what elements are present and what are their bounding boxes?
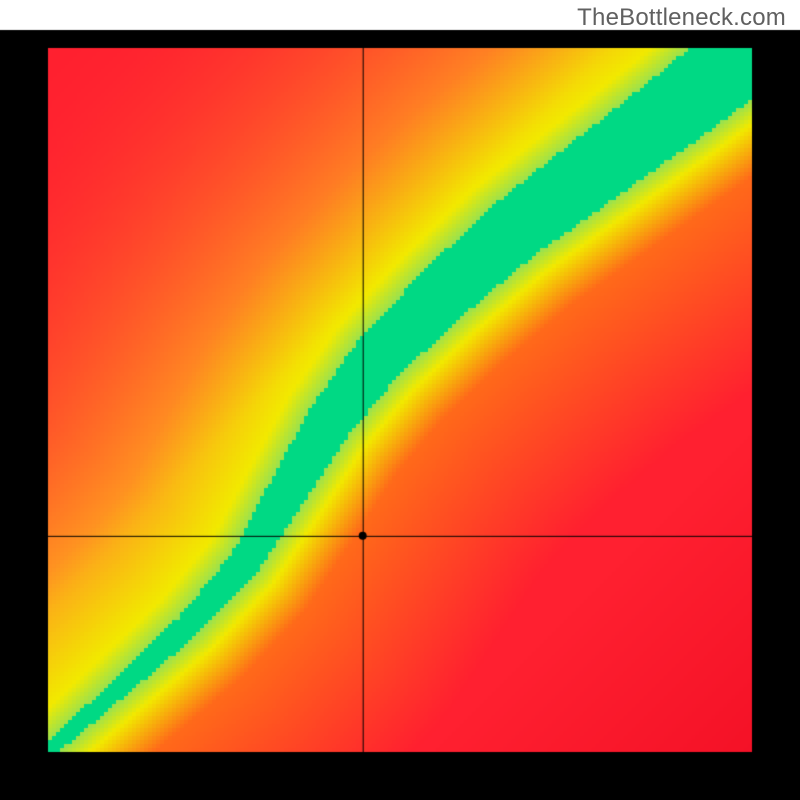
- chart-container: TheBottleneck.com: [0, 0, 800, 800]
- watermark-text: TheBottleneck.com: [577, 4, 786, 32]
- bottleneck-heatmap: [0, 0, 800, 800]
